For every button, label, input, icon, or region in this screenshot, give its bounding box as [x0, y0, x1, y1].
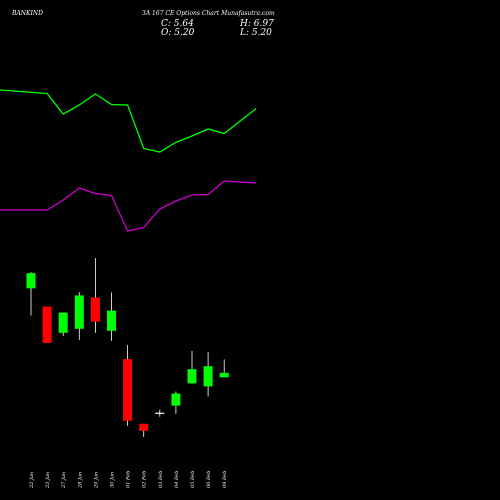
candle-body: [42, 306, 52, 343]
candle-body: [123, 359, 133, 421]
candle-body: [155, 412, 165, 414]
x-tick-label: 02 Feb: [142, 471, 148, 488]
candle-body: [187, 369, 197, 384]
candle-body: [107, 310, 116, 331]
low-value: L: 5.20: [240, 28, 272, 38]
x-tick-label: 22 Jan: [29, 472, 35, 489]
candle-body: [90, 297, 100, 322]
x-tick-label: 03 Feb: [158, 471, 164, 488]
candle-body: [58, 312, 68, 333]
x-tick-label: 27 Jan: [61, 472, 67, 489]
x-tick-label: 01 Feb: [126, 471, 132, 488]
chart-symbol: BANKIND: [12, 10, 43, 17]
x-tick-label: 04 Feb: [174, 471, 180, 488]
close-value: C: 5.64: [161, 19, 194, 29]
candle-body: [26, 273, 36, 289]
open-value: O: 5.20: [161, 28, 195, 38]
x-tick-label: 30 Jan: [110, 472, 116, 488]
x-tick-label: 29 Jan: [93, 472, 99, 489]
high-value: H: 6.97: [240, 19, 274, 29]
x-tick-label: 06 Feb: [206, 471, 212, 488]
chart-subtitle: 3A 167 CE Options Chart Munafasutra.com: [142, 10, 275, 17]
candle-body: [219, 372, 229, 378]
ma-line-magenta: [0, 180, 257, 232]
x-tick-label: 05 Feb: [190, 471, 196, 488]
x-tick-label: 28 Jan: [77, 472, 83, 489]
candle-body: [139, 423, 149, 431]
x-tick-label: 23 Jan: [45, 472, 51, 489]
candle-body: [171, 393, 181, 406]
candle-body: [74, 295, 84, 329]
candle-body: [203, 366, 213, 387]
x-tick-label: 09 Feb: [222, 471, 228, 488]
ma-line-green: [0, 89, 257, 153]
